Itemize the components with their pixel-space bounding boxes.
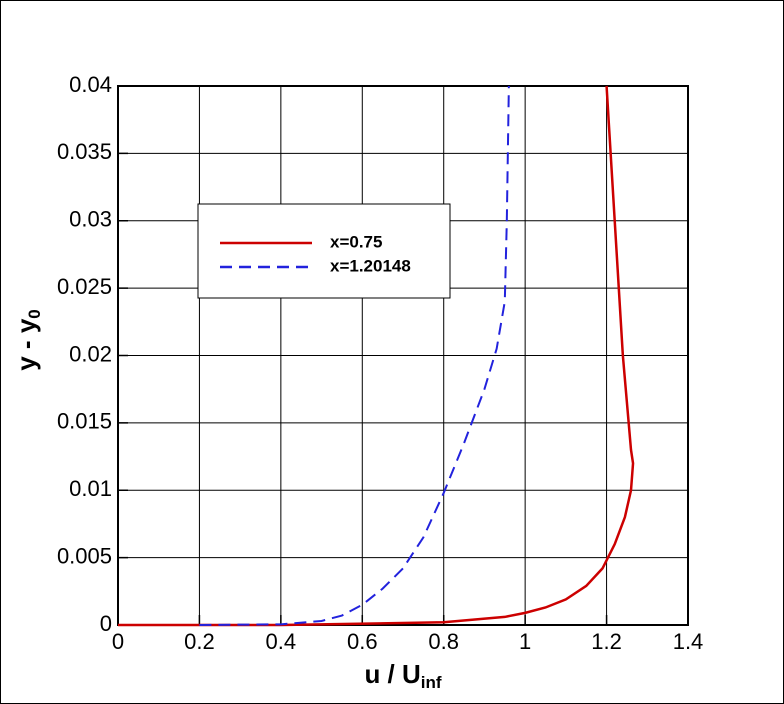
x-tick-label: 0 bbox=[112, 629, 124, 654]
y-tick-label: 0 bbox=[100, 611, 112, 636]
y-tick-label: 0.01 bbox=[69, 476, 112, 501]
x-tick-label: 1.4 bbox=[673, 629, 704, 654]
y-tick-label: 0.035 bbox=[57, 139, 112, 164]
y-axis-label: y - y0 bbox=[11, 309, 45, 371]
y-tick-label: 0.005 bbox=[57, 543, 112, 568]
y-label-main: y - y bbox=[11, 318, 41, 371]
y-tick-label: 0.025 bbox=[57, 274, 112, 299]
x-label-main: u / U bbox=[364, 659, 420, 689]
x-axis-label: u / Uinf bbox=[364, 659, 441, 693]
legend-label: x=0.75 bbox=[330, 232, 382, 251]
x-tick-label: 0.4 bbox=[266, 629, 297, 654]
y-tick-label: 0.04 bbox=[69, 72, 112, 97]
x-label-sub: inf bbox=[421, 673, 442, 692]
y-tick-label: 0.02 bbox=[69, 341, 112, 366]
legend-box bbox=[197, 203, 451, 299]
y-tick-label: 0.03 bbox=[69, 207, 112, 232]
legend-label: x=1.20148 bbox=[330, 256, 411, 275]
x-tick-label: 1 bbox=[519, 629, 531, 654]
series-line bbox=[118, 85, 635, 627]
plot-frame bbox=[117, 85, 689, 626]
x-tick-label: 1.2 bbox=[591, 629, 622, 654]
y-tick-label: 0.015 bbox=[57, 409, 112, 434]
series-line bbox=[199, 85, 510, 626]
x-tick-label: 0.2 bbox=[184, 629, 215, 654]
y-label-sub: 0 bbox=[25, 309, 44, 318]
x-tick-label: 0.6 bbox=[347, 629, 378, 654]
x-tick-label: 0.8 bbox=[428, 629, 459, 654]
